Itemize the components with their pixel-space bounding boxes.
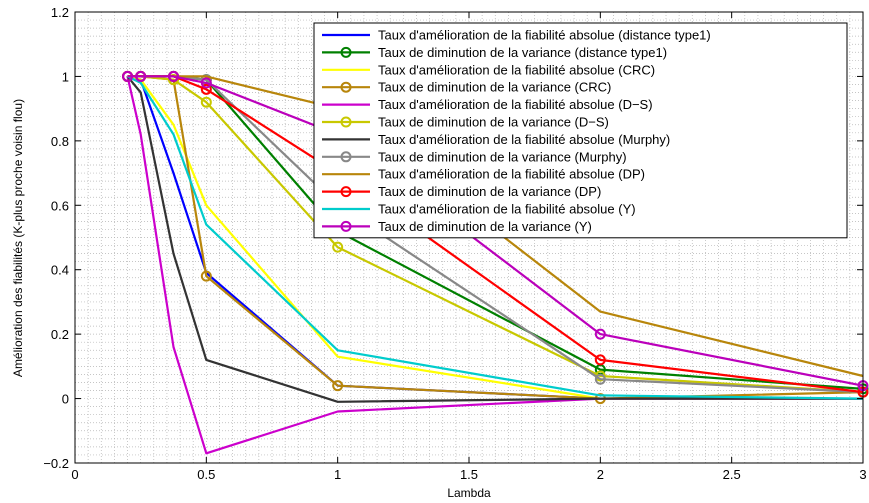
y-tick-label: 0.8 (51, 134, 69, 149)
axis-ticks: 0 0.5 1 1.5 2 2.5 3−0.200.20.40.60.811.2 (43, 5, 866, 482)
legend-item: Taux d'amélioration de la fiabilité abso… (322, 62, 655, 77)
series-marker (332, 380, 344, 392)
series-line (127, 75, 864, 387)
legend-item: Taux de diminution de la variance (dista… (322, 45, 667, 60)
series-marker (594, 328, 606, 340)
series-marker (200, 270, 212, 282)
x-axis-title: Lambda (447, 486, 491, 500)
legend-marker (340, 151, 352, 163)
y-tick-label: 0 (62, 392, 69, 407)
legend-label: Taux de diminution de la variance (Y) (378, 219, 592, 234)
legend-marker (340, 186, 352, 198)
series-group (126, 75, 863, 403)
x-tick-label: 3 (859, 467, 866, 482)
legend-item: Taux d'amélioration de la fiabilité abso… (322, 132, 670, 147)
series-group (127, 75, 864, 400)
series-marker (332, 241, 344, 253)
series-marker (168, 70, 179, 82)
legend-label: Taux de diminution de la variance (Murph… (378, 149, 627, 164)
legend-label: Taux de diminution de la variance (dista… (378, 45, 667, 60)
legend-marker (340, 46, 352, 58)
legend: Taux d'amélioration de la fiabilité abso… (313, 22, 848, 239)
y-tick-label: 1.2 (51, 5, 69, 20)
legend-label: Taux d'amélioration de la fiabilité abso… (378, 167, 645, 182)
legend-marker (340, 220, 352, 232)
legend-label: Taux de diminution de la variance (D−S) (378, 115, 609, 130)
legend-label: Taux d'amélioration de la fiabilité abso… (378, 28, 711, 43)
series-line (126, 75, 863, 403)
series-marker (122, 70, 134, 82)
series-marker (200, 96, 212, 108)
y-tick-label: 0.2 (51, 327, 69, 342)
legend-item: Taux d'amélioration de la fiabilité abso… (322, 28, 711, 43)
series-marker (168, 74, 179, 86)
legend-label: Taux d'amélioration de la fiabilité abso… (378, 202, 636, 217)
legend-item: Taux de diminution de la variance (DP) (322, 184, 601, 199)
x-tick-label: 0 (71, 467, 78, 482)
legend-item: Taux d'amélioration de la fiabilité abso… (322, 167, 645, 182)
x-tick-label: 2 (597, 467, 604, 482)
legend-item: Taux d'amélioration de la fiabilité abso… (322, 202, 636, 217)
legend-marker (340, 116, 352, 128)
legend-label: Taux de diminution de la variance (CRC) (378, 80, 611, 95)
legend-marker (340, 81, 352, 93)
legend-item: Taux de diminution de la variance (Murph… (322, 149, 627, 164)
y-axis-title: Amélioration des fiabilités (K-plus proc… (11, 99, 25, 377)
series-marker (594, 354, 606, 366)
y-tick-label: 0.4 (51, 263, 69, 278)
series-marker (594, 373, 606, 385)
legend-label: Taux de diminution de la variance (DP) (378, 184, 601, 199)
x-tick-label: 0.5 (197, 467, 215, 482)
y-tick-label: 0.6 (51, 198, 69, 213)
series-marker (135, 70, 147, 82)
series-line (127, 75, 864, 400)
legend-label: Taux d'amélioration de la fiabilité abso… (378, 132, 670, 147)
legend-label: Taux d'amélioration de la fiabilité abso… (378, 62, 655, 77)
x-tick-label: 2.5 (723, 467, 741, 482)
legend-item: Taux de diminution de la variance (Y) (322, 219, 592, 234)
series-layer (122, 70, 869, 455)
x-tick-label: 1 (334, 467, 341, 482)
y-tick-label: −0.2 (43, 456, 69, 471)
legend-item: Taux de diminution de la variance (CRC) (322, 80, 611, 95)
legend-box (313, 22, 848, 239)
legend-item: Taux de diminution de la variance (D−S) (322, 115, 609, 130)
series-marker (200, 83, 212, 95)
x-tick-label: 1.5 (460, 467, 478, 482)
series-marker (200, 77, 212, 89)
y-tick-label: 1 (62, 69, 69, 84)
legend-item: Taux d'amélioration de la fiabilité abso… (322, 97, 653, 112)
legend-label: Taux d'amélioration de la fiabilité abso… (378, 97, 653, 112)
